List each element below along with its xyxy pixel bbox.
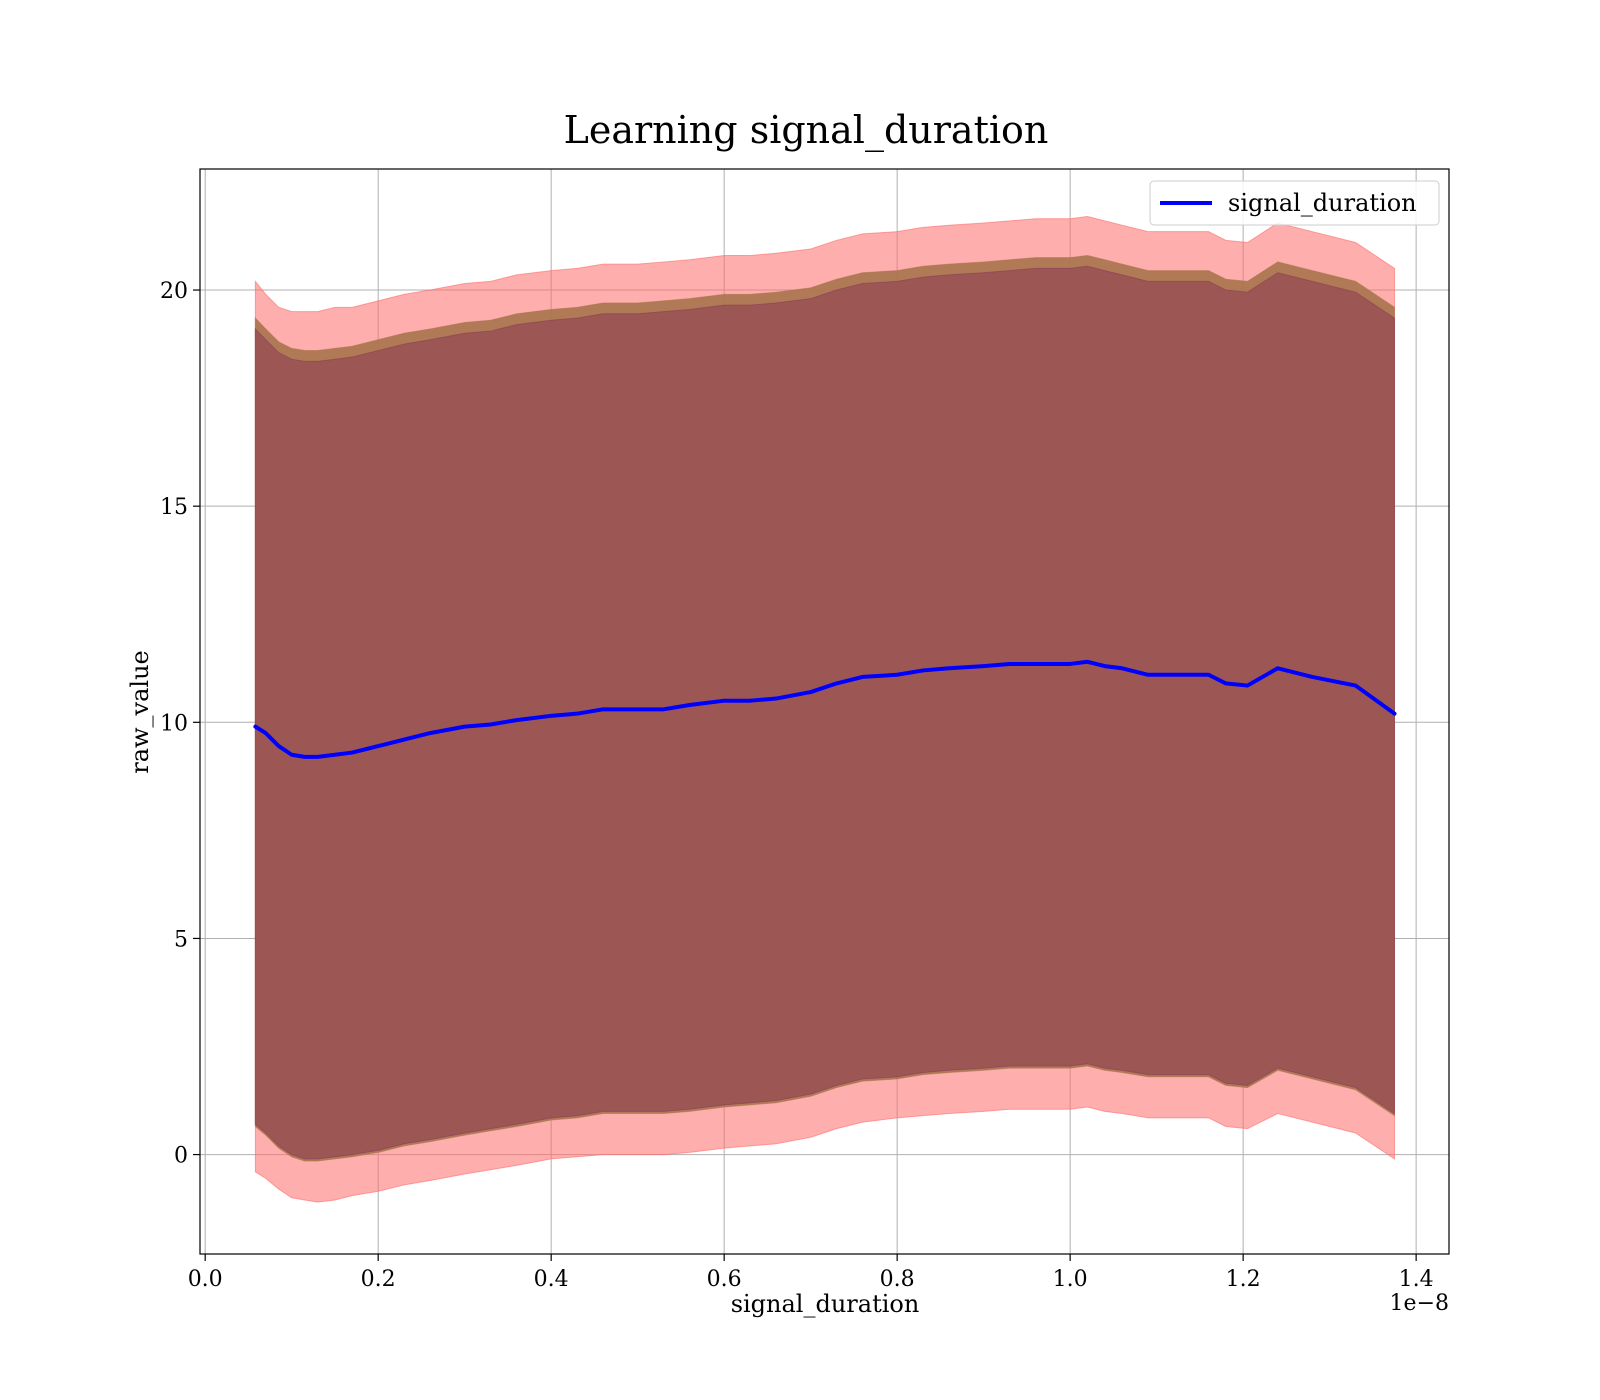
x-tick-label: 1.2 (1226, 1267, 1261, 1292)
chart-title: Learning signal_duration (564, 108, 1049, 153)
legend: signal_duration (1149, 180, 1440, 226)
x-tick-label: 0.6 (707, 1267, 742, 1292)
inner-band (254, 265, 1396, 1160)
y-tick-label: 10 (160, 711, 188, 736)
x-tick-label: 0.2 (361, 1267, 396, 1292)
plot-frame (199, 168, 1450, 1255)
y-axis-label: raw_value (126, 650, 154, 774)
x-tick-label: 0.4 (534, 1267, 569, 1292)
y-tick-label: 0 (174, 1144, 188, 1169)
ticks: 0.0 0.2 0.4 0.6 0.8 1.0 1.2 1.4 0 5 10 15 20 (160, 279, 1434, 1292)
x-axis-label: signal_duration (731, 1290, 920, 1318)
x-tick-label: 1.4 (1399, 1267, 1434, 1292)
series-line (253, 659, 1397, 759)
bands (254, 216, 1396, 1203)
y-tick-label: 15 (160, 495, 188, 520)
y-tick-label: 20 (160, 279, 188, 304)
series-lines (253, 659, 1397, 759)
legend-label: signal_duration (1228, 189, 1417, 217)
y-tick-label: 5 (174, 927, 188, 952)
x-offset-text: 1e−8 (1390, 1291, 1449, 1316)
x-tick-label: 0.8 (880, 1267, 915, 1292)
x-tick-label: 0.0 (188, 1267, 223, 1292)
x-tick-label: 1.0 (1053, 1267, 1088, 1292)
legend-box (1149, 180, 1440, 226)
